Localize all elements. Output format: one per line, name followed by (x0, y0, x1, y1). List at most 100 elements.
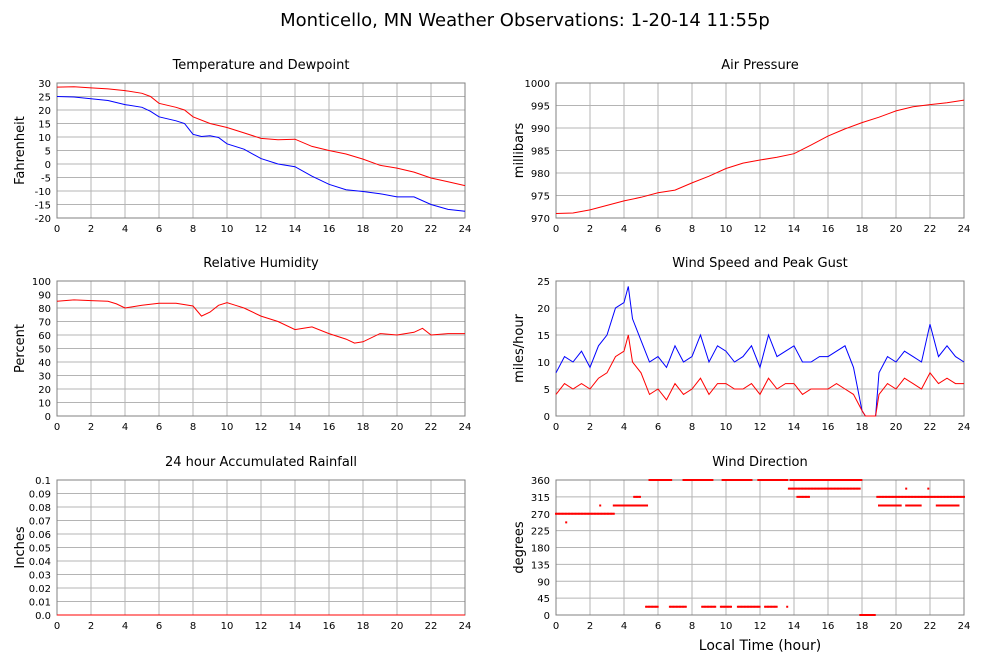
x-tick-label: 2 (88, 224, 94, 235)
direction-dot (919, 495, 922, 498)
direction-dot (886, 495, 889, 498)
direction-dot (858, 479, 861, 481)
direction-dot (615, 504, 618, 507)
direction-dot (646, 504, 649, 507)
direction-dot (589, 512, 592, 515)
x-tick-label: 8 (689, 621, 695, 632)
direction-dot (790, 487, 793, 490)
direction-dot (832, 479, 835, 481)
direction-dot (859, 614, 862, 616)
x-tick-label: 4 (621, 422, 627, 433)
direction-dot (745, 605, 748, 608)
y-tick-label: 10 (38, 133, 51, 144)
direction-dot (674, 605, 677, 608)
x-tick-label: 12 (255, 422, 268, 433)
y-tick-label: 0 (544, 611, 550, 622)
direction-dot (766, 605, 769, 608)
direction-dot (899, 504, 902, 507)
direction-dot (941, 504, 944, 507)
x-tick-label: 16 (323, 621, 336, 632)
direction-dot (919, 504, 922, 507)
x-tick-label: 4 (122, 224, 128, 235)
direction-dot (649, 605, 652, 608)
direction-dot (730, 479, 733, 481)
direction-dot (738, 479, 741, 481)
x-tick-label: 12 (754, 621, 767, 632)
series-line-red (56, 86, 466, 187)
direction-dot (960, 495, 963, 498)
direction-dot (854, 479, 857, 481)
y-tick-label: -15 (35, 201, 51, 212)
direction-dot (654, 479, 657, 481)
x-tick-label: 10 (720, 224, 733, 235)
direction-dot (583, 512, 586, 515)
direction-dot (609, 512, 612, 515)
direction-dot (822, 479, 825, 481)
x-tick-label: 4 (122, 422, 128, 433)
direction-dot (851, 487, 854, 490)
x-tick-label: 4 (621, 621, 627, 632)
x-tick-label: 16 (822, 224, 835, 235)
x-tick-label: 22 (924, 224, 937, 235)
direction-dot (683, 479, 686, 481)
x-tick-label: 18 (856, 422, 869, 433)
direction-dot (879, 504, 882, 507)
x-tick-label: 6 (655, 422, 661, 433)
direction-dot (655, 605, 658, 608)
direction-dot (570, 512, 573, 515)
chart-title: Relative Humidity (203, 256, 319, 271)
direction-dot (793, 479, 796, 481)
direction-dot (818, 487, 821, 490)
y-tick-label: 0 (544, 412, 550, 423)
direction-dot (694, 479, 697, 481)
direction-dot (704, 479, 707, 481)
direction-dot (844, 487, 847, 490)
direction-dot (847, 479, 850, 481)
direction-dot (664, 479, 667, 481)
direction-dot (869, 614, 872, 616)
direction-dot (814, 479, 817, 481)
x-tick-label: 10 (221, 621, 234, 632)
y-tick-label: 20 (537, 304, 550, 315)
direction-dot (899, 495, 902, 498)
direction-dot (841, 479, 844, 481)
direction-dot (878, 504, 880, 507)
direction-dot (650, 605, 653, 608)
direction-dot (755, 605, 758, 608)
direction-dot (795, 479, 798, 481)
direction-dot (702, 479, 705, 481)
direction-dot-run (701, 605, 717, 608)
direction-dot-run (796, 495, 810, 498)
direction-dot (581, 512, 584, 515)
x-tick-label: 24 (958, 224, 971, 235)
direction-dot (634, 504, 637, 507)
direction-dot-run (612, 504, 649, 507)
x-tick-label: 0 (54, 224, 60, 235)
direction-dot (660, 479, 663, 481)
y-tick-label: 90 (38, 291, 51, 302)
direction-dot (768, 479, 771, 481)
direction-dot (652, 479, 655, 481)
direction-dot (578, 512, 581, 515)
direction-dot (850, 479, 853, 481)
direction-dot (806, 495, 809, 498)
direction-dot (763, 479, 766, 481)
y-tick-label: 80 (38, 304, 51, 315)
y-tick-label: 0.01 (29, 598, 51, 609)
y-tick-label: -20 (35, 214, 51, 225)
direction-dot (848, 487, 851, 490)
direction-dot (937, 504, 940, 507)
direction-dot (953, 504, 956, 507)
x-tick-label: 22 (924, 422, 937, 433)
x-tick-label: 8 (190, 224, 196, 235)
direction-dot (944, 495, 947, 498)
direction-dot (784, 479, 787, 481)
direction-dot (586, 512, 589, 515)
direction-dot (928, 495, 931, 498)
direction-dot (837, 487, 840, 490)
direction-dot (688, 479, 691, 481)
direction-dot (725, 605, 728, 608)
y-tick-label: 25 (537, 277, 550, 288)
direction-dot (892, 504, 895, 507)
